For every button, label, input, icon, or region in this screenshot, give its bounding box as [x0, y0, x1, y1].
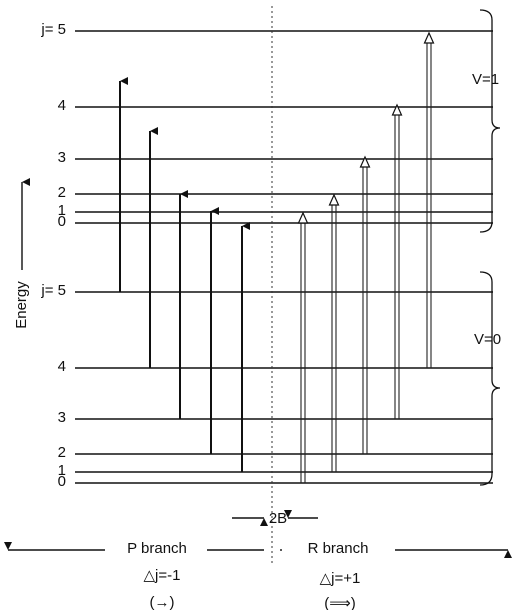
r-head [359, 155, 371, 168]
level-label: 2 [58, 184, 66, 201]
level-label: 0 [58, 473, 66, 490]
r-transition [359, 155, 371, 454]
r-head [391, 103, 403, 116]
transition-arrows [119, 31, 435, 483]
r-branch-rule: △j=+1 [320, 570, 361, 587]
energy-axis-label: Energy [13, 281, 30, 329]
level-label: 3 [58, 149, 66, 166]
r-transition [391, 103, 403, 419]
level-label: 1 [58, 462, 66, 479]
p-branch-symbol: (→) [150, 594, 175, 610]
level-label: 3 [58, 409, 66, 426]
p-branch-rule: △j=-1 [144, 567, 181, 584]
lower-band-brace [479, 271, 501, 486]
r-head [423, 31, 435, 44]
upper-band-brace [479, 9, 501, 233]
r-head [297, 211, 309, 224]
r-transition [328, 193, 340, 472]
r-head [328, 193, 340, 206]
r-branch-label: R branch [308, 540, 369, 557]
level-label: j= 5 [40, 282, 66, 299]
level-label: 1 [58, 202, 66, 219]
r-transition [297, 211, 309, 483]
level-label: j= 5 [40, 21, 66, 38]
p-branch-label: P branch [127, 540, 187, 557]
upper-band-label: V=1 [472, 71, 499, 88]
r-branch-symbol: (⟹) [324, 595, 356, 610]
level-label: 4 [58, 97, 66, 114]
level-label: 2 [58, 444, 66, 461]
level-label: 0 [58, 213, 66, 230]
r-transition [423, 31, 435, 368]
level-label: 4 [58, 358, 66, 375]
spacing-label: 2B [269, 510, 287, 527]
lower-band-label: V=0 [474, 331, 501, 348]
